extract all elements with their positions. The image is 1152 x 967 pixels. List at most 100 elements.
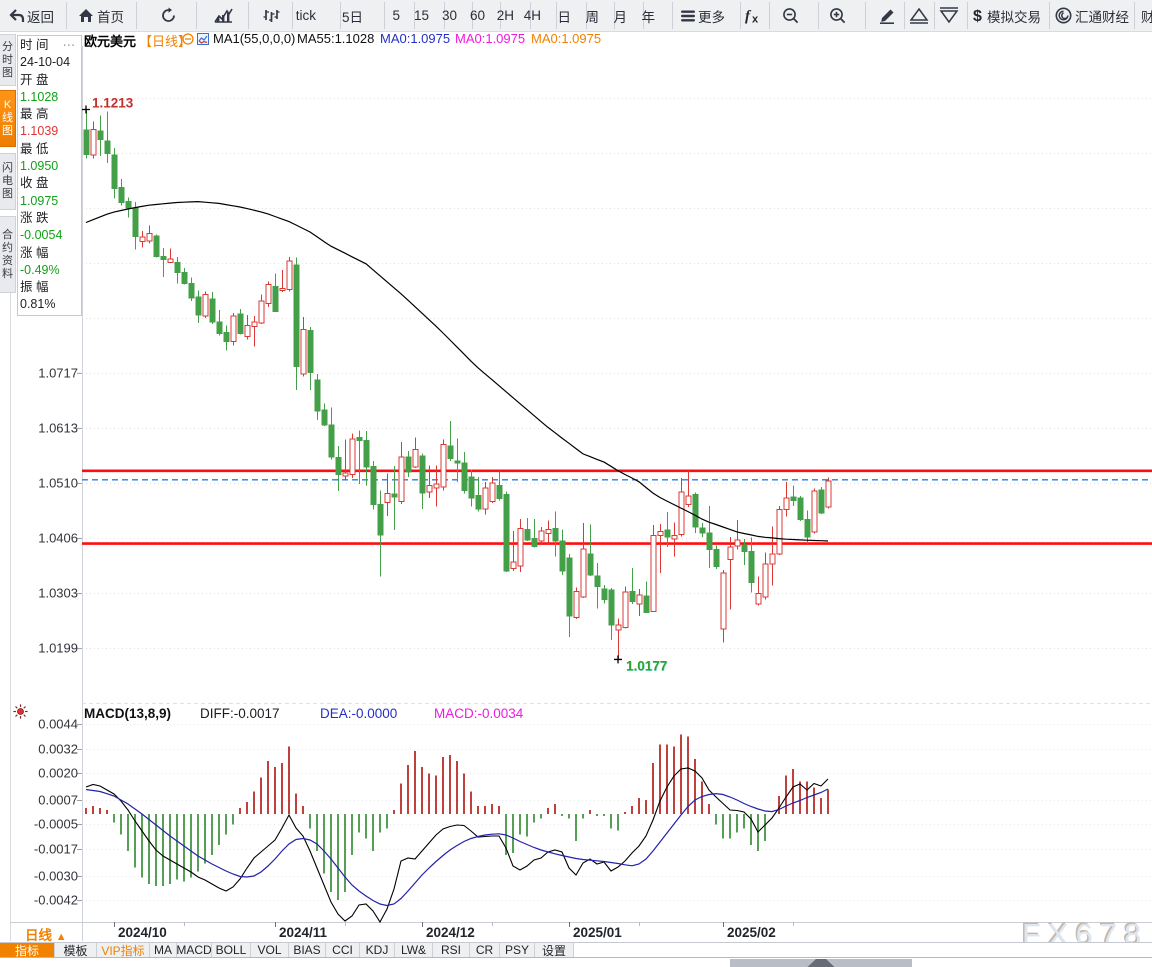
sidebar-tab-2[interactable]: 闪电图	[0, 153, 16, 210]
candle-body	[566, 557, 573, 617]
brand-cut-button[interactable]: 财	[1141, 0, 1152, 31]
candle-body	[636, 594, 643, 605]
candle-body	[545, 529, 552, 534]
refresh-icon	[162, 7, 175, 22]
more-label: 更多	[698, 9, 725, 25]
macd-bar	[148, 814, 150, 884]
macd-axis-label: -0.0030	[34, 869, 78, 884]
toolbar-separator	[414, 2, 415, 29]
toolbar-separator	[66, 2, 67, 29]
horizontal-lines	[82, 469, 1152, 545]
scrollbar-handle[interactable]	[730, 959, 912, 967]
macd-bar	[372, 814, 374, 852]
zoom-out-button[interactable]	[782, 0, 799, 31]
price-axis-label: 1.0303	[38, 586, 78, 601]
indicator-tab-CCI[interactable]: CCI	[326, 943, 360, 957]
candle-body	[447, 445, 454, 459]
indicator-tab-MA[interactable]: MA	[150, 943, 177, 957]
candle-body	[776, 508, 783, 555]
back-button[interactable]: 返回	[8, 0, 54, 31]
indicator-tab-MACD[interactable]: MACD	[176, 943, 212, 957]
sidebar-tab-0[interactable]: 分时图	[0, 34, 16, 86]
macd-bar	[428, 773, 430, 815]
candle-body	[524, 529, 531, 541]
home-button[interactable]: 首页	[78, 0, 124, 31]
panel-more-icon[interactable]: ⋯	[62, 38, 76, 52]
toolbar-separator	[586, 2, 587, 29]
candle-body	[804, 519, 811, 538]
candle-body	[307, 330, 314, 374]
macd-bar	[736, 814, 738, 833]
draw-tool-button[interactable]	[878, 0, 896, 31]
indicator-tab-PSY[interactable]: PSY	[500, 943, 535, 957]
top-toolbar: 返回 首页 tick 5日 5 15 30 60 2H 4H 日周月年更多 f x $ 模拟交易 汇通财经财	[0, 0, 1152, 32]
candle-body	[377, 503, 384, 536]
price-axis-label: 1.0510	[38, 475, 78, 490]
info-label: 收 盘	[20, 176, 49, 191]
toolbar-separator	[934, 2, 935, 29]
bottom-marker-tool-button[interactable]	[939, 0, 959, 31]
candle-body	[237, 313, 244, 335]
macd-bar	[568, 814, 570, 819]
candle-body	[748, 551, 755, 583]
macd-bar	[337, 814, 339, 901]
zoom-in-button[interactable]	[829, 0, 846, 31]
brand-button[interactable]: 汇通财经	[1055, 0, 1129, 31]
mini-chart-icon[interactable]	[197, 33, 209, 48]
candle-body	[650, 535, 657, 612]
chart-type-line-button[interactable]	[214, 0, 233, 31]
macd-bar	[729, 814, 731, 839]
macd-bar	[638, 797, 640, 815]
indicator-tab-KDJ[interactable]: KDJ	[360, 943, 395, 957]
macd-bar	[484, 806, 486, 815]
indicator-tab-BOLL[interactable]: BOLL	[212, 943, 251, 957]
indicator-tab-LW&[interactable]: LW&	[395, 943, 433, 957]
indicator-tab-VOL[interactable]: VOL	[251, 943, 289, 957]
collapse-icon[interactable]	[182, 33, 194, 48]
indicator-tab-RSI[interactable]: RSI	[433, 943, 470, 957]
macd-bar	[442, 756, 444, 815]
period-selector-button[interactable]: 日线 ▲	[25, 928, 67, 943]
indicator-tab-指标[interactable]: 指标	[0, 943, 55, 958]
indicator-tab-设置[interactable]: 设置	[535, 943, 574, 958]
sidebar-tab-3[interactable]: 合约资料	[0, 216, 16, 293]
indicator-tab-BIAS[interactable]: BIAS	[289, 943, 326, 957]
more-button[interactable]: 更多	[681, 0, 725, 31]
tick-chart-icon	[263, 9, 280, 22]
candle-body	[251, 321, 258, 328]
macd-bar	[218, 814, 220, 845]
candle-body	[678, 491, 685, 535]
candle-body	[286, 260, 293, 291]
macd-bar	[281, 763, 283, 815]
indicator-tab-模板[interactable]: 模板	[55, 943, 97, 958]
info-label: 振 幅	[20, 280, 49, 295]
candle-body	[391, 493, 398, 498]
toolbar-separator	[196, 2, 197, 29]
indicator-tab-VIP指标[interactable]: VIP指标	[97, 943, 150, 958]
quote-info-panel: 时 间 ⋯ 24-10-04 开 盘 1.1028 最 高 1.1039 最 低 1.0950 收…	[17, 35, 82, 316]
price-gridlines	[82, 98, 1152, 649]
indicator-tab-CR[interactable]: CR	[470, 943, 500, 957]
top-marker-tool-button[interactable]	[909, 0, 929, 31]
sim-trading-button[interactable]: $ 模拟交易	[973, 0, 1041, 31]
info-label: 涨 跌	[20, 210, 49, 225]
candle-body	[503, 494, 510, 572]
brand-label: 汇通财经	[1075, 9, 1129, 25]
candle-body	[510, 561, 517, 569]
info-label: 最 低	[20, 141, 49, 156]
refresh-button[interactable]	[160, 0, 177, 31]
candle-body	[580, 548, 587, 598]
macd-bar	[246, 801, 248, 815]
chart-type-tick-button[interactable]	[263, 0, 280, 31]
ma55-line	[85, 200, 829, 542]
indicator-sun-icon[interactable]	[13, 704, 28, 724]
high-marker-label: 1.1213	[92, 96, 134, 111]
macd-bar	[225, 814, 227, 835]
candle-body	[223, 332, 230, 342]
macd-histogram	[85, 734, 829, 901]
